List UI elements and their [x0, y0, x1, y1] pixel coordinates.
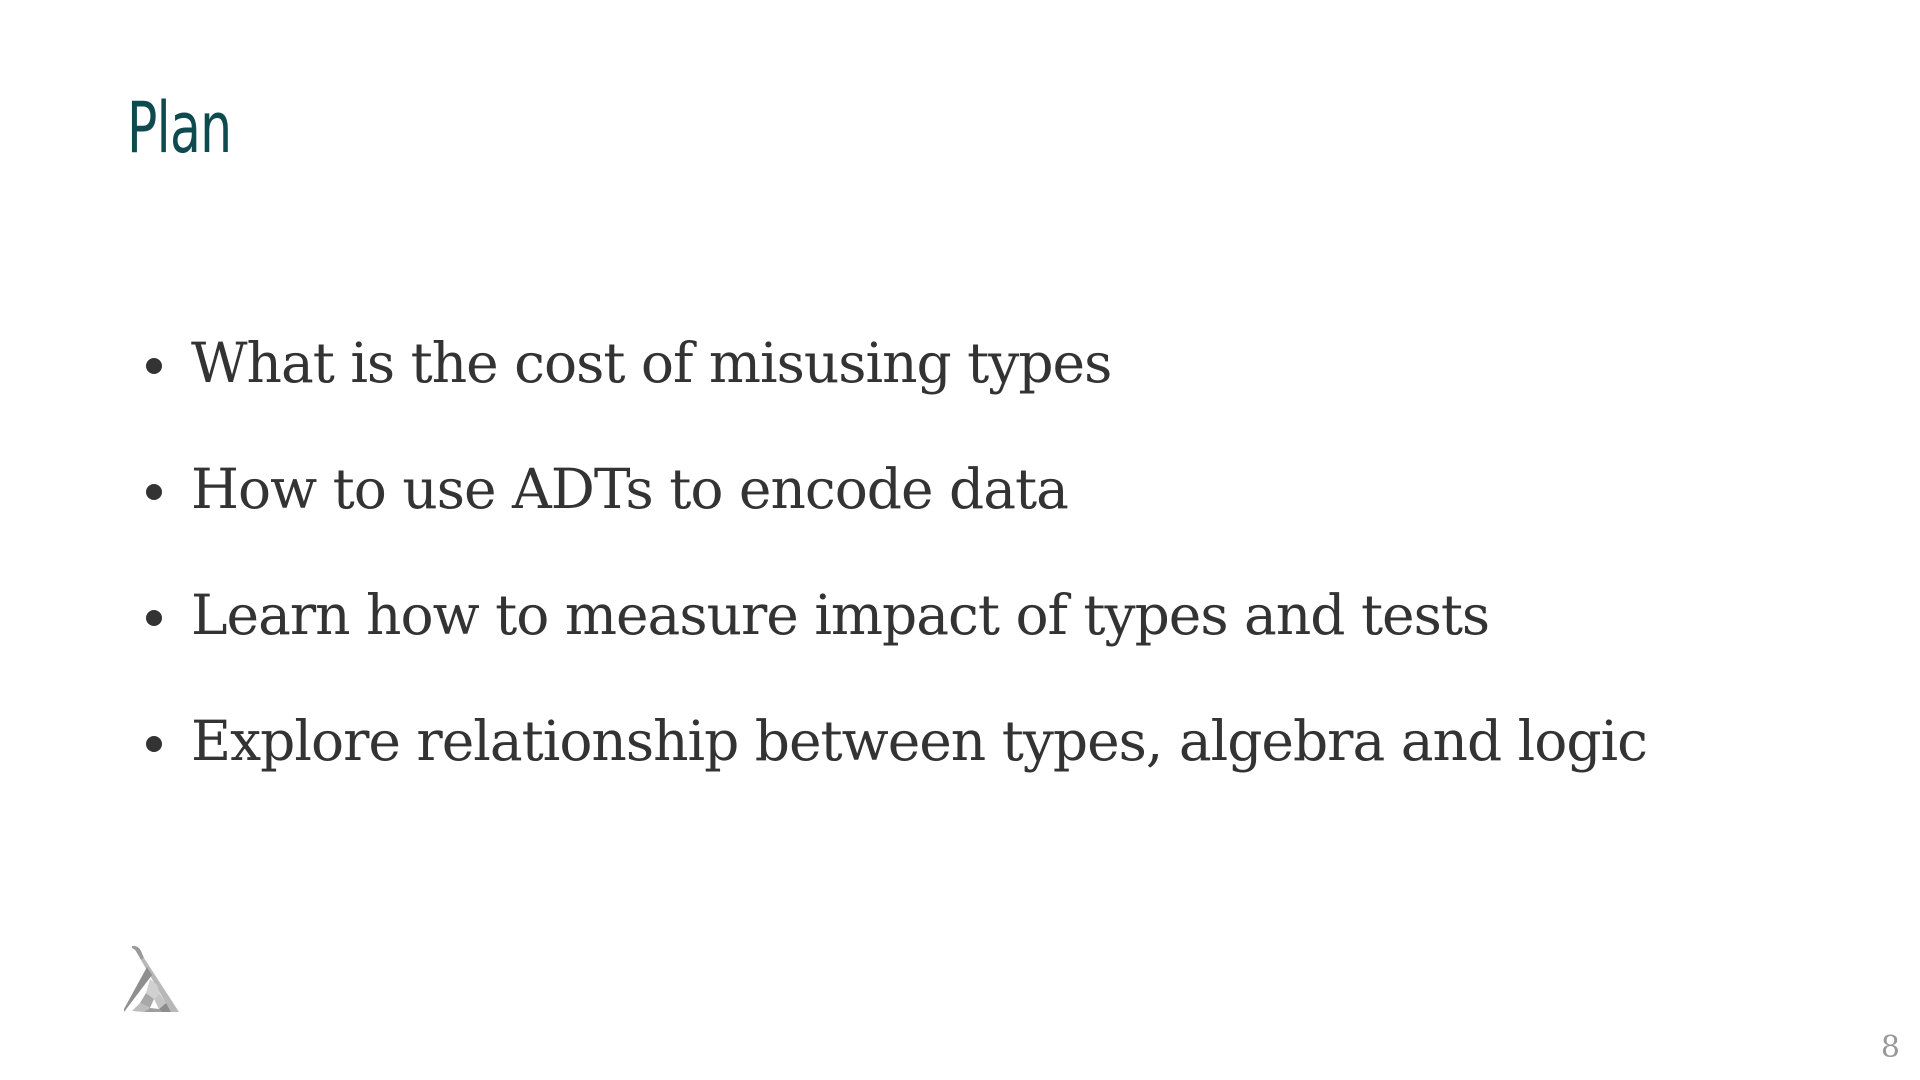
bullet-dot-icon: [146, 358, 162, 374]
bullet-item: Learn how to measure impact of types and…: [0, 579, 1920, 705]
page-number: 8: [1880, 1030, 1900, 1065]
bullet-text: Explore relationship between types, alge…: [191, 709, 1648, 773]
bullet-text: Learn how to measure impact of types and…: [191, 583, 1490, 647]
bullet-dot-icon: [146, 736, 162, 752]
bullet-item: What is the cost of misusing types: [0, 327, 1920, 453]
bullet-text: What is the cost of misusing types: [191, 331, 1112, 395]
bullet-item: Explore relationship between types, alge…: [0, 705, 1920, 831]
bullet-dot-icon: [146, 610, 162, 626]
bullet-item: How to use ADTs to encode data: [0, 453, 1920, 579]
bullet-text: How to use ADTs to encode data: [191, 457, 1069, 521]
slide-title: Plan: [127, 87, 232, 169]
lambda-logo-icon: [124, 945, 179, 1012]
bullet-list: What is the cost of misusing types How t…: [0, 327, 1920, 831]
bullet-dot-icon: [146, 484, 162, 500]
